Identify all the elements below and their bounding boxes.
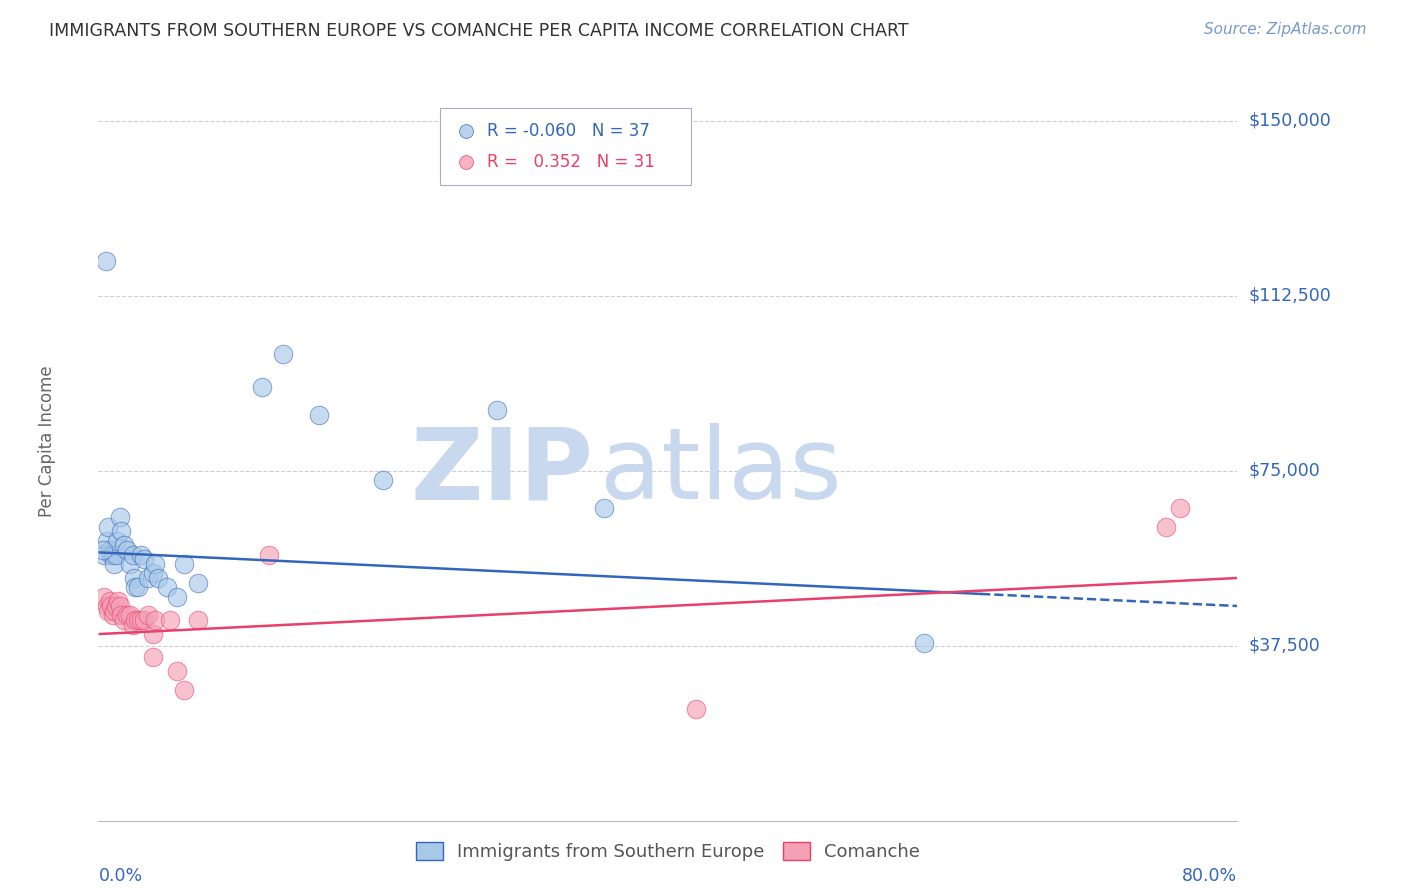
Point	[103, 604, 125, 618]
Point	[104, 548, 127, 562]
FancyBboxPatch shape	[440, 108, 690, 186]
Point	[96, 599, 118, 613]
Point	[122, 571, 145, 585]
Point	[124, 580, 146, 594]
Point	[112, 538, 135, 552]
Point	[110, 608, 132, 623]
Text: Source: ZipAtlas.com: Source: ZipAtlas.com	[1204, 22, 1367, 37]
Point	[173, 683, 195, 698]
Point	[273, 347, 295, 361]
Point	[129, 548, 152, 562]
Point	[136, 608, 159, 623]
Text: $75,000: $75,000	[1249, 462, 1320, 480]
Point	[101, 548, 124, 562]
Point	[118, 557, 141, 571]
Point	[166, 590, 188, 604]
Text: R = -0.060   N = 37: R = -0.060 N = 37	[486, 122, 650, 140]
Point	[547, 814, 569, 828]
Point	[159, 613, 181, 627]
Text: $112,500: $112,500	[1249, 286, 1331, 305]
Point	[685, 701, 707, 715]
Point	[93, 548, 115, 562]
Point	[94, 253, 117, 268]
Point	[108, 599, 131, 613]
Point	[486, 403, 509, 417]
Point	[127, 613, 149, 627]
Point	[97, 519, 120, 533]
Point	[127, 580, 149, 594]
Point	[91, 543, 114, 558]
Point	[547, 814, 569, 828]
Point	[110, 524, 132, 539]
Point	[96, 533, 118, 548]
Point	[308, 408, 330, 422]
Point	[148, 571, 170, 585]
Point	[93, 590, 115, 604]
Text: $150,000: $150,000	[1249, 112, 1331, 129]
Point	[121, 548, 143, 562]
Point	[98, 543, 121, 558]
Point	[173, 557, 195, 571]
Point	[101, 608, 124, 623]
Point	[100, 599, 122, 613]
Point	[187, 575, 209, 590]
Point	[132, 613, 155, 627]
Point	[107, 594, 129, 608]
Point	[592, 501, 614, 516]
Point	[129, 613, 152, 627]
Point	[136, 571, 159, 585]
Point	[259, 548, 281, 562]
Point	[124, 613, 146, 627]
Point	[115, 608, 138, 623]
Point	[115, 543, 138, 558]
Point	[373, 473, 395, 487]
Point	[118, 608, 141, 623]
Point	[141, 566, 163, 581]
Legend: Immigrants from Southern Europe, Comanche: Immigrants from Southern Europe, Comanch…	[409, 835, 927, 869]
Point	[132, 552, 155, 566]
Text: 0.0%: 0.0%	[98, 867, 142, 885]
Point	[145, 557, 167, 571]
Point	[912, 636, 935, 650]
Point	[145, 613, 167, 627]
Point	[112, 613, 135, 627]
Point	[141, 650, 163, 665]
Point	[250, 380, 273, 394]
Point	[105, 533, 128, 548]
Point	[108, 510, 131, 524]
Point	[141, 627, 163, 641]
Point	[1170, 501, 1192, 516]
Text: ZIP: ZIP	[411, 424, 593, 520]
Text: 80.0%: 80.0%	[1182, 867, 1237, 885]
Point	[104, 599, 127, 613]
Text: $37,500: $37,500	[1249, 637, 1320, 655]
Point	[98, 594, 121, 608]
Point	[103, 557, 125, 571]
Text: IMMIGRANTS FROM SOUTHERN EUROPE VS COMANCHE PER CAPITA INCOME CORRELATION CHART: IMMIGRANTS FROM SOUTHERN EUROPE VS COMAN…	[49, 22, 908, 40]
Point	[187, 613, 209, 627]
Point	[121, 617, 143, 632]
Point	[100, 548, 122, 562]
Text: atlas: atlas	[599, 424, 841, 520]
Point	[97, 604, 120, 618]
Point	[1154, 519, 1177, 533]
Text: R =   0.352   N = 31: R = 0.352 N = 31	[486, 153, 655, 170]
Point	[156, 580, 179, 594]
Point	[166, 665, 188, 679]
Text: Per Capita Income: Per Capita Income	[38, 366, 56, 517]
